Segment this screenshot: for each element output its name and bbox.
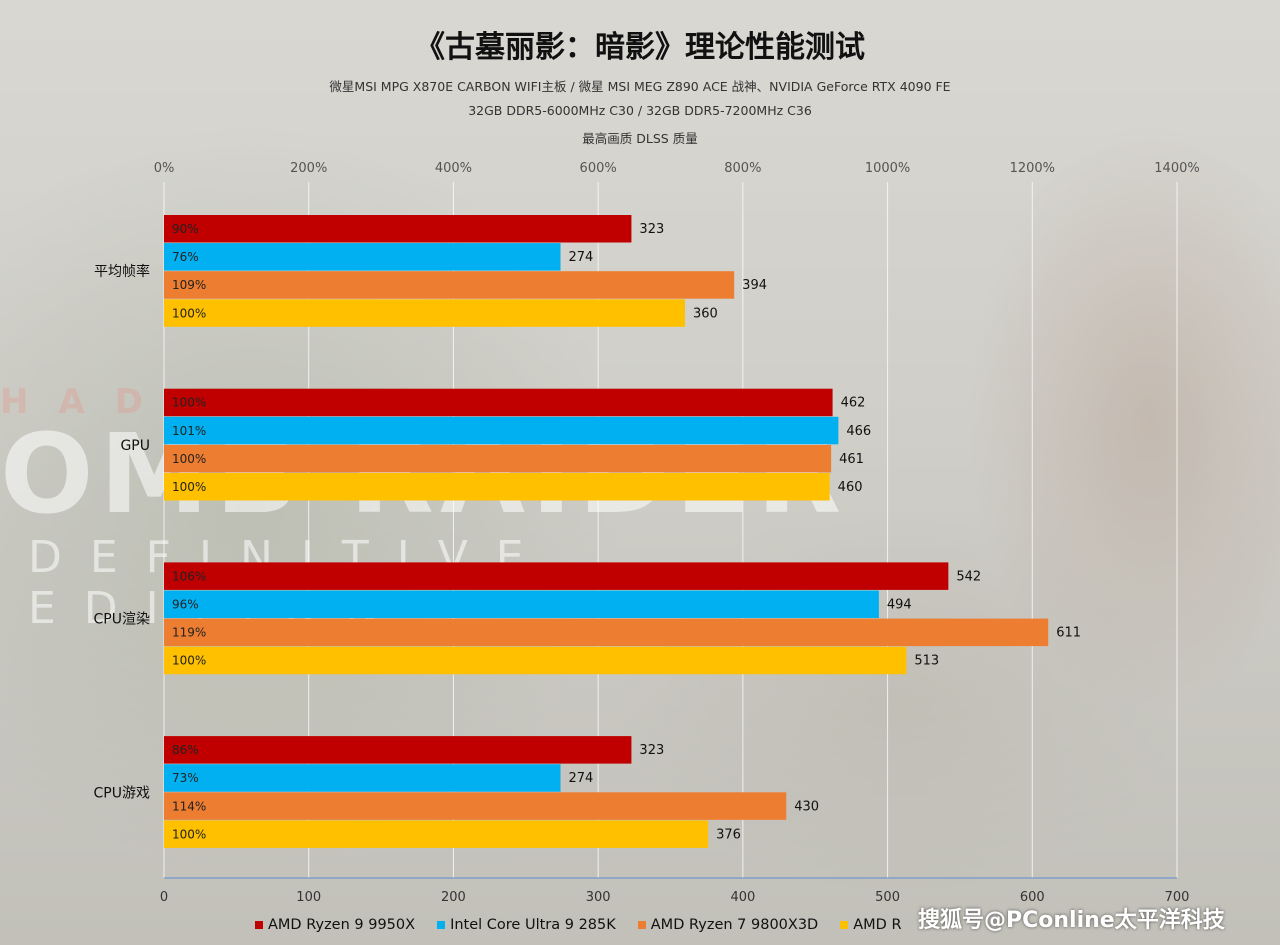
bar-value-label: 460 — [838, 480, 863, 495]
bar — [164, 271, 735, 299]
top-tick-label: 1200% — [1010, 161, 1055, 176]
bar-percent-label: 86% — [172, 743, 199, 757]
legend-swatch — [255, 921, 263, 929]
bar-percent-label: 96% — [172, 598, 199, 612]
bar — [164, 562, 949, 590]
bar — [164, 215, 632, 243]
bar-value-label: 430 — [794, 799, 819, 814]
legend-item: Intel Core Ultra 9 285K — [437, 914, 616, 936]
bar-value-label: 466 — [846, 424, 871, 439]
bar-value-label: 394 — [742, 278, 767, 293]
bar — [164, 590, 879, 618]
legend-swatch — [637, 921, 646, 929]
bar-percent-label: 100% — [172, 452, 206, 466]
bar-percent-label: 100% — [172, 654, 206, 668]
legend-item: AMD R — [840, 914, 902, 936]
legend-label: Intel Core Ultra 9 285K — [450, 917, 616, 933]
bar — [164, 764, 561, 792]
chart-subtitle-settings: 最高画质 DLSS 质量 — [582, 131, 698, 146]
bar — [164, 820, 709, 848]
x-tick-label: 600 — [1020, 890, 1045, 905]
bar — [164, 646, 907, 675]
legend-item: AMD Ryzen 7 9800X3D — [637, 914, 819, 936]
legend-label: AMD R — [853, 917, 902, 933]
bar-percent-label: 106% — [172, 569, 206, 583]
x-tick-label: 400 — [730, 890, 755, 905]
bar-value-label: 542 — [956, 569, 981, 584]
bar-percent-label: 100% — [172, 480, 206, 494]
x-tick-label: 100 — [296, 890, 321, 905]
watermark: 搜狐号@PConline太平洋科技 — [918, 908, 1225, 933]
category-label: 平均帧率 — [94, 263, 150, 280]
bar-value-label: 274 — [569, 771, 594, 786]
bar-percent-label: 114% — [172, 799, 206, 813]
category-label: CPU渲染 — [94, 612, 150, 628]
background-logo-line-0: HAD — [0, 382, 173, 422]
bar-value-label: 494 — [887, 598, 912, 613]
x-tick-label: 300 — [586, 890, 611, 905]
bar-value-label: 360 — [693, 306, 718, 321]
legend-swatch — [437, 921, 446, 929]
bar — [164, 792, 787, 820]
chart-subtitle-memory: 32GB DDR5-6000MHz C30 / 32GB DDR5-7200MH… — [468, 103, 812, 118]
x-tick-label: 200 — [441, 890, 466, 905]
bar-percent-label: 90% — [172, 222, 199, 236]
bar-value-label: 513 — [914, 654, 939, 669]
bar-value-label: 376 — [716, 827, 741, 842]
bar-value-label: 611 — [1056, 626, 1081, 641]
bar — [164, 618, 1049, 647]
legend-swatch — [840, 921, 849, 929]
chart-legend: AMD Ryzen 9 9950X Intel Core Ultra 9 285K… — [255, 914, 902, 936]
bar — [164, 444, 832, 473]
top-tick-label: 1000% — [865, 161, 910, 176]
top-tick-label: 800% — [724, 161, 761, 176]
top-tick-label: 600% — [580, 161, 617, 176]
bar-percent-label: 100% — [172, 396, 206, 410]
legend-label: AMD Ryzen 7 9800X3D — [650, 917, 819, 933]
bar-value-label: 461 — [839, 452, 864, 467]
x-tick-label: 0 — [160, 890, 168, 905]
chart-title: 《古墓丽影：暗影》理论性能测试 — [415, 30, 865, 65]
chart-subtitle-hardware: 微星MSI MPG X870E CARBON WIFI主板 / 微星 MSI M… — [329, 79, 951, 94]
bar-percent-label: 76% — [172, 250, 199, 264]
bar-value-label: 323 — [639, 743, 664, 758]
x-tick-label: 500 — [875, 890, 900, 905]
category-label: GPU — [120, 438, 150, 454]
top-tick-label: 400% — [435, 161, 472, 176]
bar-percent-label: 109% — [172, 278, 206, 292]
bar-value-label: 462 — [841, 396, 866, 411]
bar — [164, 299, 685, 327]
x-tick-label: 700 — [1165, 890, 1190, 905]
bar — [164, 243, 561, 271]
top-tick-label: 0% — [154, 161, 175, 176]
bar — [164, 736, 632, 764]
legend-label: AMD Ryzen 9 9950X — [268, 917, 416, 933]
legend-item: AMD Ryzen 9 9950X — [255, 914, 415, 936]
bar — [164, 388, 833, 417]
bar-percent-label: 100% — [172, 827, 206, 841]
bar-percent-label: 100% — [172, 306, 206, 320]
bar — [164, 416, 839, 445]
category-label: CPU游戏 — [94, 785, 150, 801]
bar-percent-label: 119% — [172, 626, 206, 640]
top-tick-label: 1400% — [1154, 161, 1199, 176]
bar-percent-label: 73% — [172, 771, 199, 785]
top-tick-label: 200% — [290, 161, 327, 176]
bar-value-label: 323 — [639, 222, 664, 237]
bar-percent-label: 101% — [172, 424, 206, 438]
bar-value-label: 274 — [569, 250, 594, 265]
bar — [164, 473, 830, 501]
